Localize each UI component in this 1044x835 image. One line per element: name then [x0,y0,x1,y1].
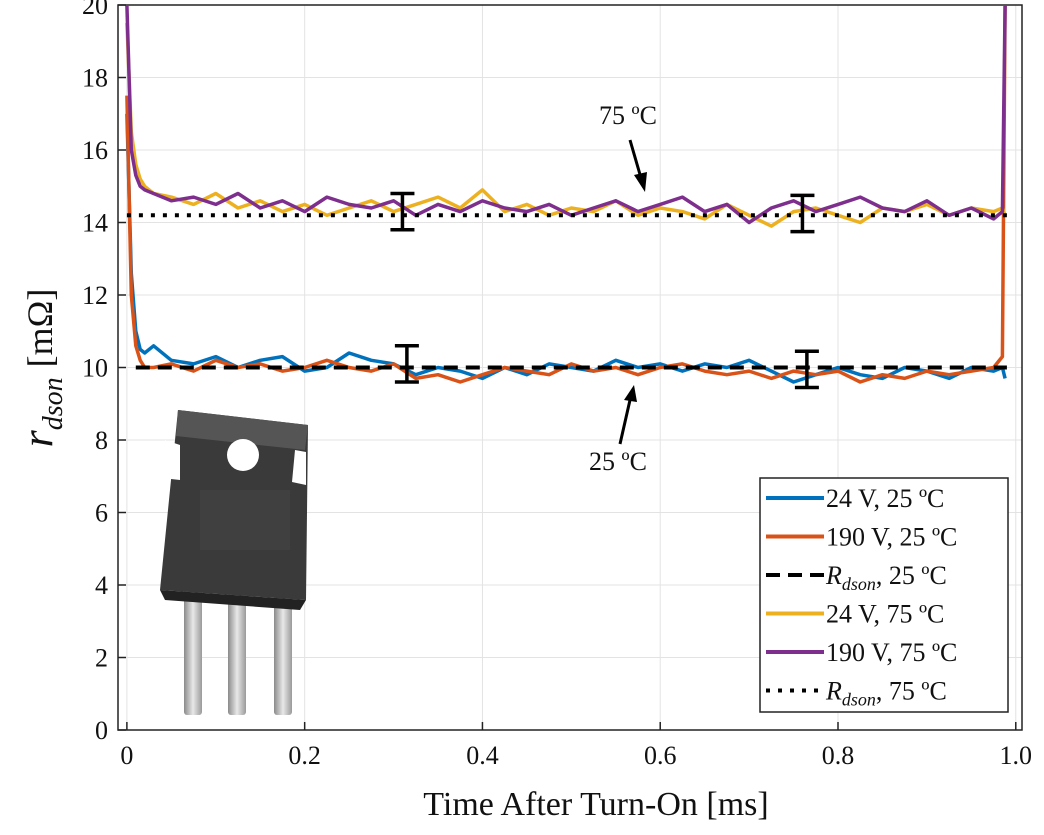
y-label-subscript: dson [38,377,69,430]
transistor-image [160,410,308,715]
y-tick-label: 12 [82,281,108,310]
x-axis-label: Time After Turn-On [ms] [423,786,768,823]
y-tick-label: 18 [82,64,108,93]
plot-area [125,5,1007,384]
legend-label: 190 V, 25 ºC [826,523,957,552]
y-tick-label: 0 [95,716,108,745]
legend-suffix: , 25 ºC [876,561,947,590]
arrow [628,139,643,179]
annotations: 75 ºC 25 ºC [589,101,657,476]
x-tick-label: 0.4 [466,741,499,770]
series-line [125,23,1007,228]
y-label-unit: [mΩ] [20,289,60,368]
x-tick-label: 0.6 [644,741,677,770]
legend-label: Rdson, 75 ºC [825,677,947,710]
series-line [125,5,1007,225]
legend-label: Rdson, 25 ºC [825,561,947,594]
legend-name: 24 V, 25 ºC [826,484,944,513]
y-tick-label: 16 [82,136,108,165]
x-tick-label: 1.0 [1000,741,1033,770]
legend-name: 190 V, 25 ºC [826,523,957,552]
legend-label: 24 V, 25 ºC [826,484,944,513]
arrow-head [624,385,637,402]
series-line [125,5,1007,384]
arrow [618,399,632,445]
legend-name: 190 V, 75 ºC [826,638,957,667]
annotation: 25 ºC [589,447,647,476]
ticks: 0 2 4 6 8 10 12 14 16 18 20 0 0.2 0.4 0.6 0.8 1.0 [82,0,1032,770]
legend-box [759,477,1009,713]
y-axis-label: rdson [mΩ] [13,289,69,448]
legend-suffix: , 75 ºC [876,677,947,706]
y-label-symbol: r [13,429,62,447]
legend-name: R [825,677,842,706]
legend-label: 24 V, 75 ºC [826,600,944,629]
y-tick-label: 8 [95,426,108,455]
annotation: 75 ºC [599,101,657,130]
arrow-head [634,172,647,192]
y-tick-label: 14 [82,209,108,238]
y-tick-label: 2 [95,644,108,673]
series-line [125,113,1007,384]
y-tick-label: 20 [82,0,108,20]
legend-subscript: dson [842,690,876,710]
x-tick-label: 0.8 [822,741,855,770]
error-bars [390,191,819,390]
legend-name: 24 V, 75 ºC [826,600,944,629]
x-tick-label: 0 [120,741,133,770]
legend-subscript: dson [842,574,876,594]
y-tick-label: 4 [95,571,108,600]
y-tick-label: 10 [82,354,108,383]
legend-label: 190 V, 75 ºC [826,638,957,667]
legend-name: R [825,561,842,590]
y-tick-label: 6 [95,499,108,528]
x-tick-label: 0.2 [288,741,321,770]
